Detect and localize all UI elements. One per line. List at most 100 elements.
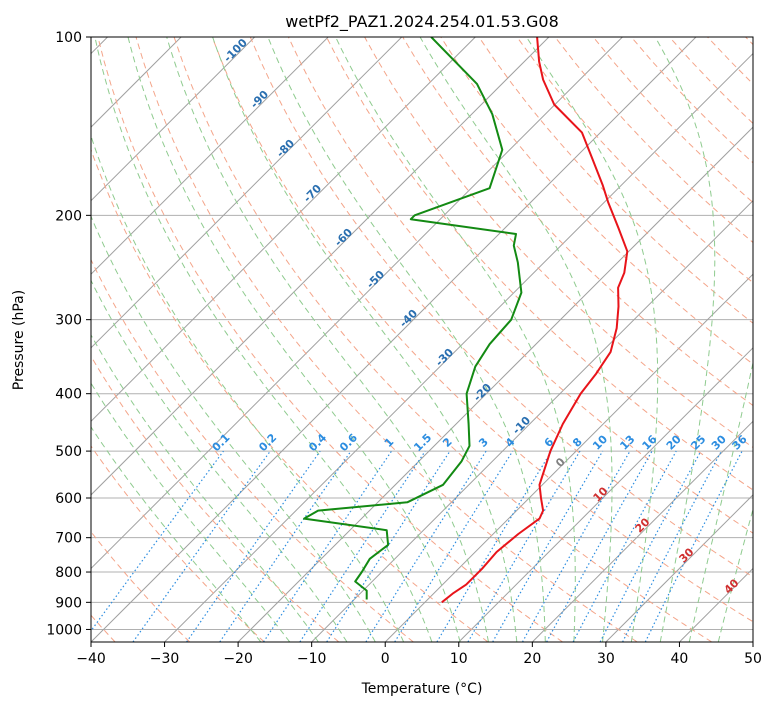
mixing-ratio-label: 36 <box>730 432 750 452</box>
isotherm-line <box>384 273 753 642</box>
x-tick-label: 50 <box>744 651 762 667</box>
reference-line-labels: 0.1 0.2 0.4 0.6 1 1.5 2 3 4 6 8 10 13 16 20 25 30 36-100-… <box>210 36 750 597</box>
dry-adiabat-line <box>91 445 265 642</box>
y-tick-label: 400 <box>55 387 82 403</box>
moist-adiabat-line <box>688 360 753 642</box>
y-tick-label: 700 <box>55 531 82 547</box>
moist-adiabat-line <box>91 214 376 642</box>
moist-adiabat-label: -90 <box>248 88 271 111</box>
moist-adiabat-label: -70 <box>301 182 324 205</box>
mixing-ratio-line <box>394 450 514 642</box>
moist-adiabat-label: -20 <box>471 381 494 404</box>
mixing-ratio-line <box>132 450 271 642</box>
mixing-ratio-line <box>186 450 321 642</box>
x-tick-label: 10 <box>450 651 468 667</box>
y-tick-label: 600 <box>55 491 82 507</box>
moist-adiabat-line <box>419 37 613 642</box>
y-tick-label: 1000 <box>46 622 82 638</box>
isotherm-line <box>237 126 753 642</box>
dry-adiabat-line <box>91 355 340 642</box>
moist-adiabat-line <box>91 134 405 642</box>
dry-adiabat-line <box>326 37 753 491</box>
isotherm-line <box>91 37 403 349</box>
mixing-ratio-label: 8 <box>570 435 585 450</box>
dry-adiabat-label: 20 <box>633 515 653 535</box>
moist-adiabat-line <box>717 507 753 642</box>
mixing-ratio-line <box>572 450 677 642</box>
dry-adiabat-line <box>745 37 753 46</box>
y-tick-label: 300 <box>55 313 82 329</box>
isotherm-line <box>91 37 697 642</box>
moist-adiabat-label: -60 <box>332 226 355 249</box>
x-tick-label: 30 <box>597 651 615 667</box>
moist-adiabat-line <box>91 333 319 642</box>
dry-adiabat-line <box>516 37 753 284</box>
moist-adiabat-line <box>267 37 546 642</box>
isotherm-line <box>91 37 476 423</box>
x-tick-label: −10 <box>297 651 327 667</box>
dry-adiabat-line <box>211 37 753 623</box>
x-axis-title: Temperature (°C) <box>361 681 483 697</box>
x-tick-label: 20 <box>523 651 541 667</box>
dry-adiabat-lines <box>91 37 753 642</box>
isotherm-line <box>752 641 753 642</box>
mixing-ratio-line <box>326 450 451 642</box>
pressure-gridlines <box>91 37 753 630</box>
mixing-ratio-line <box>436 450 553 642</box>
mixing-ratio-label: 4 <box>503 435 518 450</box>
moist-adiabat-label: -30 <box>433 346 456 369</box>
isotherm-line <box>91 37 550 496</box>
dry-adiabat-line <box>91 148 489 642</box>
x-tick-label: 40 <box>671 651 689 667</box>
dry-adiabat-line <box>97 37 563 642</box>
y-tick-label: 100 <box>55 30 82 46</box>
isotherm-line <box>679 567 753 642</box>
mixing-ratio-label: 1 <box>382 435 397 450</box>
isotherm-lines <box>91 37 753 642</box>
temperature-profile-line <box>441 37 629 604</box>
dry-adiabat-line <box>91 531 191 642</box>
mixing-ratio-label: 10 <box>590 432 610 452</box>
isotherm-line <box>531 420 753 642</box>
dry-adiabat-label: 30 <box>677 545 697 565</box>
moist-adiabat-label: -80 <box>274 137 297 160</box>
dry-adiabat-line <box>478 37 753 324</box>
dry-adiabat-line <box>440 37 753 365</box>
y-tick-label: 200 <box>55 208 82 224</box>
mixing-ratio-line <box>91 450 224 632</box>
moist-adiabat-label: -50 <box>364 268 387 291</box>
moist-adiabat-line <box>94 37 433 642</box>
isotherm-line <box>91 37 623 570</box>
moist-adiabat-label: -40 <box>397 307 420 330</box>
x-tick-label: 0 <box>381 651 390 667</box>
y-axis-ticks: 100 200 300 400 500 600 700 800 900 1000 <box>46 30 91 638</box>
moist-adiabat-label: -100 <box>221 36 250 65</box>
mixing-ratio-line <box>521 450 631 642</box>
x-tick-label: −30 <box>150 651 180 667</box>
mixing-ratio-label: 13 <box>617 433 637 453</box>
dry-adiabat-label: 40 <box>722 576 742 596</box>
mixing-ratio-line <box>299 450 426 642</box>
plot-frame <box>90 36 754 643</box>
mixing-ratio-label: 20 <box>664 432 684 452</box>
dry-adiabat-label: 10 <box>591 484 611 504</box>
isotherm-line <box>458 347 753 642</box>
moist-adiabat-line <box>525 37 659 642</box>
mixing-ratio-line <box>546 450 653 642</box>
dewpoint-profile-line <box>303 37 523 600</box>
x-tick-label: −40 <box>76 651 106 667</box>
dry-adiabat-line <box>287 37 753 534</box>
mixing-ratio-line <box>219 450 352 642</box>
x-axis-ticks: −40 −30 −20 −10 0 10 20 30 40 50 <box>76 642 762 667</box>
dry-adiabat-line <box>173 37 713 642</box>
y-tick-label: 900 <box>55 595 82 611</box>
chart-title: wetPf2_PAZ1.2024.254.01.53.G08 <box>285 12 559 32</box>
y-axis-title: Pressure (hPa) <box>11 290 27 390</box>
isotherm-line <box>605 494 753 642</box>
moist-adiabat-label: -10 <box>510 414 533 437</box>
dry-adiabat-line <box>135 37 638 642</box>
y-tick-label: 500 <box>55 444 82 460</box>
mixing-ratio-lines <box>91 450 743 642</box>
x-tick-label: −20 <box>223 651 253 667</box>
